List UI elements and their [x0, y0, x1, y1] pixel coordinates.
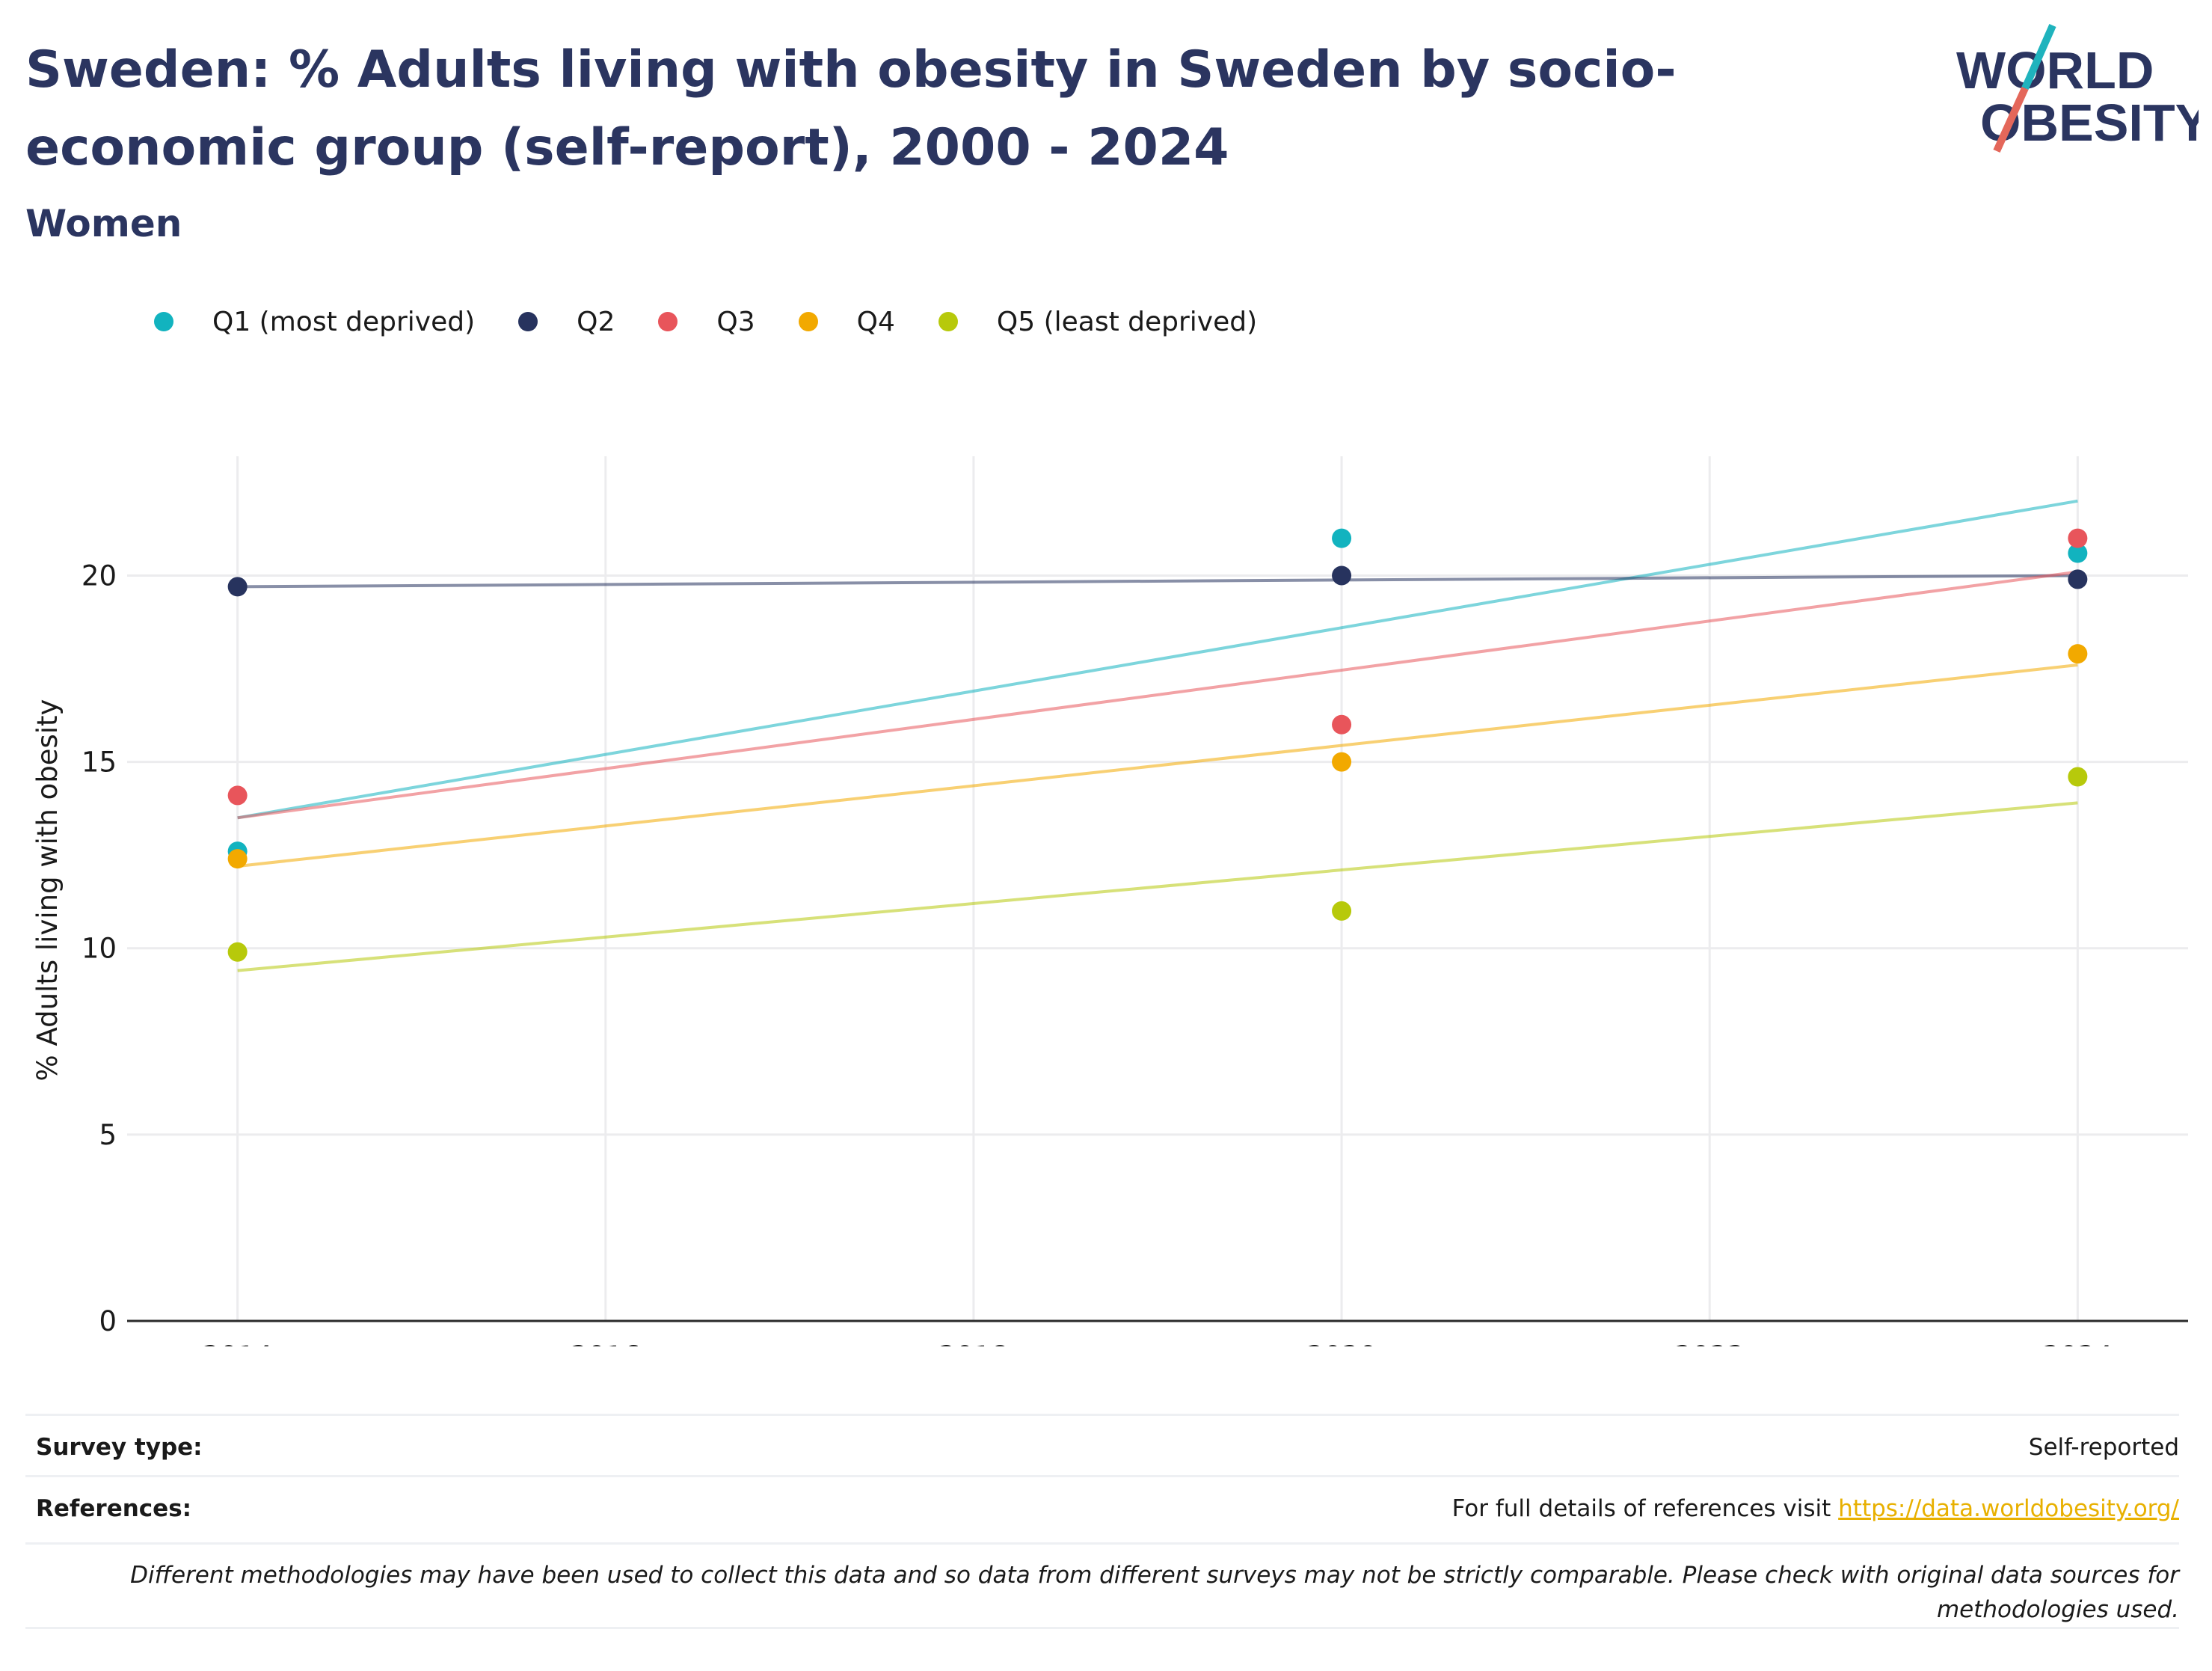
y-tick-label: 20	[82, 559, 117, 592]
data-point	[1332, 565, 1352, 586]
data-point	[2068, 543, 2088, 563]
legend-item[interactable]: Q3	[658, 307, 755, 337]
y-tick-label: 0	[99, 1305, 117, 1337]
legend-marker	[154, 312, 173, 331]
x-tick-label: 2024	[2042, 1340, 2113, 1346]
page-title: Sweden: % Adults living with obesity in …	[25, 40, 1677, 177]
data-point	[227, 942, 248, 962]
references-value: For full details of references visit htt…	[1452, 1495, 2179, 1522]
legend-label: Q5 (least deprived)	[996, 306, 1258, 337]
legend-item[interactable]: Q4	[798, 306, 895, 337]
legend-label: Q2	[577, 306, 615, 337]
y-tick-label: 15	[82, 746, 117, 779]
logo-slash-bottom	[1993, 86, 2029, 153]
data-point	[2068, 644, 2088, 664]
x-tick-label: 2016	[571, 1340, 641, 1346]
data-point	[2068, 528, 2088, 548]
x-tick-label: 2014	[203, 1340, 273, 1346]
data-point	[1332, 528, 1352, 548]
legend-marker	[518, 312, 538, 331]
x-tick-label: 2022	[1674, 1340, 1745, 1346]
survey-type-value: Self-reported	[2028, 1434, 2179, 1461]
references-text: For full details of references visit	[1451, 1495, 1839, 1522]
data-point	[1332, 901, 1352, 921]
data-point	[1332, 752, 1352, 772]
data-point	[2068, 767, 2088, 787]
survey-type-label: Survey type:	[36, 1434, 203, 1461]
legend-marker	[658, 312, 678, 331]
chart-axes: 2014 2016 2018 2020 2022 2024 0 5 10 15 20	[82, 559, 2188, 1346]
trendline	[237, 801, 2078, 972]
legend-marker	[798, 312, 818, 331]
y-tick-label: 10	[82, 933, 117, 965]
references-link[interactable]: https://data.worldobesity.org/	[1838, 1495, 2179, 1522]
trendlines	[237, 499, 2078, 972]
data-point	[227, 849, 248, 869]
logo-slash-top	[2021, 23, 2056, 91]
chart-subtitle: Women	[25, 202, 182, 245]
y-tick-label: 5	[99, 1119, 117, 1151]
data-point	[227, 577, 248, 597]
legend-item[interactable]: Q1 (most deprived)	[154, 307, 475, 337]
y-axis-label: % Adults living with obesity	[31, 699, 64, 1082]
legend-label: Q3	[716, 306, 755, 337]
trendline	[237, 574, 2078, 589]
survey-type-row: Survey type: Self-reported	[25, 1414, 2179, 1477]
trendline	[237, 570, 2078, 820]
legend-marker	[938, 312, 958, 331]
x-tick-label: 2020	[1306, 1340, 1377, 1346]
x-tick-label: 2018	[938, 1340, 1009, 1346]
data-points	[227, 528, 2088, 962]
legend-item[interactable]: Q5 (least deprived)	[938, 307, 1257, 337]
references-row: References: For full details of referenc…	[25, 1475, 2179, 1545]
trendline	[237, 499, 2078, 820]
legend-label: Q1 (most deprived)	[212, 306, 476, 337]
references-label: References:	[36, 1495, 192, 1522]
data-point	[2068, 569, 2088, 589]
logo-line1: WORLD	[1956, 41, 2154, 99]
data-point	[227, 785, 248, 806]
scatter-chart: 2014 2016 2018 2020 2022 2024 0 5 10 15 20 % Adult…	[31, 456, 2188, 1346]
legend-item[interactable]: Q2	[518, 307, 615, 337]
chart-legend: Q1 (most deprived) Q2 Q3 Q4 Q5 (least depriv…	[154, 299, 1300, 344]
legend-label: Q4	[856, 306, 895, 337]
trendline	[237, 663, 2078, 868]
world-obesity-logo: WORLD OBESITY	[1956, 23, 2199, 153]
data-point	[1332, 714, 1352, 735]
methodology-note: Different methodologies may have been us…	[25, 1542, 2179, 1629]
